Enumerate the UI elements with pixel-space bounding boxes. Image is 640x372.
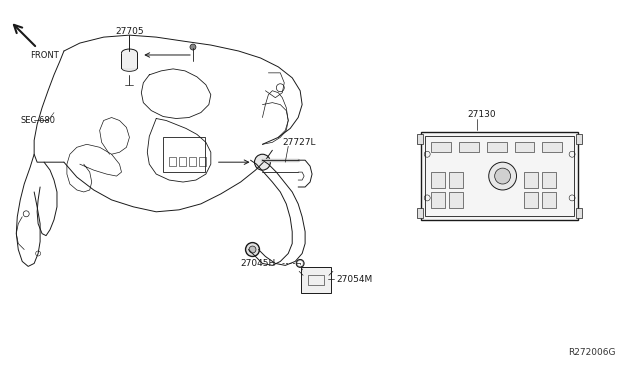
Circle shape <box>296 259 304 267</box>
Circle shape <box>495 168 511 184</box>
Bar <box>542 192 556 208</box>
Bar <box>179 157 186 166</box>
Bar <box>199 157 206 166</box>
Bar <box>417 134 423 144</box>
Text: 27054M: 27054M <box>336 275 372 284</box>
Circle shape <box>246 243 259 256</box>
Bar <box>122 53 138 68</box>
Text: 27727L: 27727L <box>282 138 316 147</box>
Bar <box>449 192 463 208</box>
Bar <box>449 172 463 188</box>
Bar <box>576 208 582 218</box>
Bar <box>431 172 445 188</box>
Bar <box>431 142 451 152</box>
Bar <box>308 275 324 285</box>
Bar <box>524 172 538 188</box>
Text: R272006G: R272006G <box>568 348 616 357</box>
Circle shape <box>298 261 303 266</box>
Bar <box>163 137 205 172</box>
Circle shape <box>489 162 516 190</box>
Text: 27045H: 27045H <box>241 259 276 268</box>
Circle shape <box>249 246 256 253</box>
Bar <box>542 142 562 152</box>
Bar <box>524 192 538 208</box>
Bar <box>421 132 578 220</box>
Bar <box>425 137 574 216</box>
Text: 27130: 27130 <box>467 110 495 119</box>
FancyBboxPatch shape <box>301 267 331 293</box>
Ellipse shape <box>122 64 138 71</box>
Text: SEC.680: SEC.680 <box>20 116 55 125</box>
Circle shape <box>190 44 196 50</box>
Ellipse shape <box>122 49 138 57</box>
Bar <box>459 142 479 152</box>
Bar <box>431 192 445 208</box>
Bar <box>515 142 534 152</box>
Bar <box>542 172 556 188</box>
Bar <box>576 134 582 144</box>
Bar <box>487 142 507 152</box>
Text: 27705: 27705 <box>116 27 144 36</box>
Bar <box>169 157 176 166</box>
Bar <box>189 157 196 166</box>
Text: FRONT: FRONT <box>30 51 59 61</box>
Circle shape <box>255 154 270 170</box>
Bar <box>417 208 423 218</box>
